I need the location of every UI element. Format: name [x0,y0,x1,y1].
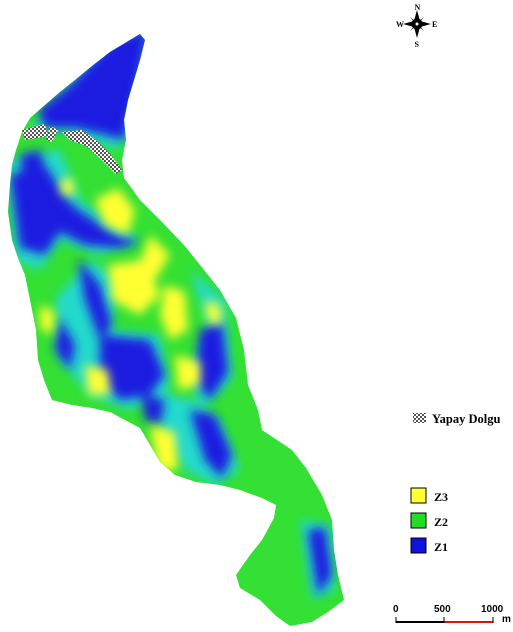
legend-swatch-z2 [410,512,427,529]
legend-label-z3: Z3 [434,490,448,504]
compass-west-label: W [396,20,404,29]
scale-unit: m [502,614,511,625]
scale-tick-0: 0 [393,604,399,615]
compass-east-label: E [432,20,437,29]
compass-south-label: S [415,40,420,49]
legend-fill-label: Yapay Dolgu [432,412,500,426]
scale-bar: 0 500 1000 m [393,604,511,625]
legend-fill-swatch [413,413,426,423]
scale-tick-500: 500 [434,604,451,615]
study-area [8,34,344,626]
legend-fill: Yapay Dolgu [413,412,500,426]
legend-label-z2: Z2 [434,515,448,529]
scale-tick-1000: 1000 [481,604,504,615]
legend-label-z1: Z1 [434,540,448,554]
legend-zones: Z3 Z2 Z1 [410,487,448,554]
legend-swatch-z3 [410,487,427,504]
compass-north-label: N [415,3,421,12]
artificial-fill-area [22,124,122,174]
compass-rose-icon: N S E W [396,3,437,49]
legend-swatch-z1 [410,537,427,554]
